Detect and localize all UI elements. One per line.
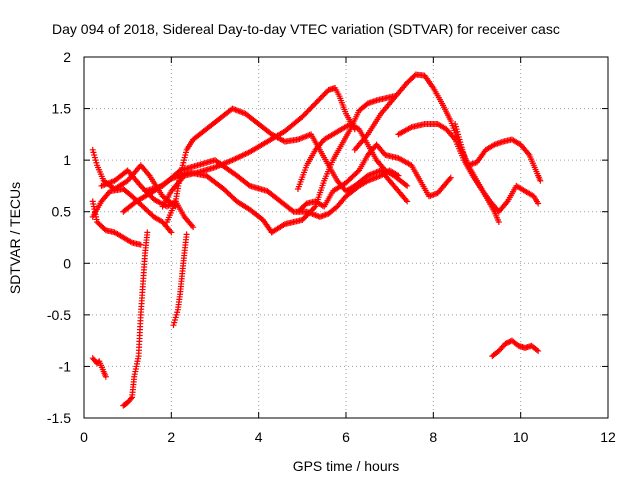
y-tick-label: 0 bbox=[63, 255, 71, 271]
data-point bbox=[537, 177, 544, 184]
x-tick-label: 4 bbox=[255, 429, 263, 445]
x-tick-labels: 0 2 4 6 8 10 12 bbox=[80, 429, 616, 445]
data-point bbox=[168, 229, 175, 236]
series-track-12 bbox=[268, 93, 398, 236]
data-point bbox=[300, 112, 307, 119]
data-point bbox=[402, 181, 409, 188]
x-tick-label: 10 bbox=[513, 429, 529, 445]
series-track-07 bbox=[170, 231, 190, 329]
y-tick-label: 0.5 bbox=[52, 204, 72, 220]
y-tick-label: 1 bbox=[63, 152, 71, 168]
data-point bbox=[303, 212, 310, 219]
data-point bbox=[299, 113, 306, 120]
data-point bbox=[317, 95, 324, 102]
series-track-04 bbox=[89, 198, 144, 248]
data-point bbox=[495, 219, 502, 226]
data-point bbox=[535, 347, 542, 354]
series-track-02 bbox=[89, 355, 109, 380]
x-tick-label: 8 bbox=[429, 429, 437, 445]
data-point bbox=[289, 207, 296, 214]
series-track-14 bbox=[294, 141, 454, 215]
data-point bbox=[183, 231, 190, 238]
data-point bbox=[321, 91, 328, 98]
x-tick-label: 6 bbox=[342, 429, 350, 445]
data-point bbox=[535, 200, 542, 207]
x-tick-label: 12 bbox=[600, 429, 616, 445]
data-point bbox=[533, 346, 540, 353]
data-point bbox=[301, 214, 308, 221]
series-track-17 bbox=[452, 121, 544, 184]
series-track-05 bbox=[120, 229, 151, 409]
chart-title: Day 094 of 2018, Sidereal Day-to-day VTE… bbox=[52, 21, 560, 37]
series-track-16 bbox=[395, 121, 542, 215]
series-track-18 bbox=[489, 337, 542, 360]
data-point bbox=[307, 105, 314, 112]
data-point bbox=[305, 210, 312, 217]
data-point bbox=[404, 198, 411, 205]
data-point bbox=[311, 101, 318, 108]
data-point bbox=[320, 92, 327, 99]
y-tick-label: -0.5 bbox=[47, 307, 71, 323]
data-point bbox=[318, 93, 325, 100]
data-point bbox=[411, 72, 418, 79]
data-point bbox=[303, 109, 310, 116]
data-point bbox=[322, 89, 329, 96]
data-point bbox=[309, 103, 316, 110]
data-point bbox=[354, 168, 361, 175]
data-point bbox=[447, 174, 454, 181]
x-axis-label: GPS time / hours bbox=[293, 458, 400, 474]
data-point bbox=[102, 373, 109, 380]
data-point bbox=[503, 340, 510, 347]
data-point bbox=[446, 175, 453, 182]
data-point bbox=[502, 340, 509, 347]
data-point bbox=[404, 182, 411, 189]
series-track-11 bbox=[159, 84, 358, 210]
data-point bbox=[137, 241, 144, 248]
data-point bbox=[137, 182, 144, 189]
data-point bbox=[305, 107, 312, 114]
data-point bbox=[309, 206, 316, 213]
series-track-03 bbox=[89, 186, 175, 236]
y-tick-label: 2 bbox=[63, 49, 71, 65]
series-track-08 bbox=[120, 169, 275, 236]
data-point bbox=[505, 339, 512, 346]
x-tick-label: 0 bbox=[80, 429, 88, 445]
y-tick-label: 1.5 bbox=[52, 101, 72, 117]
y-tick-label: -1 bbox=[59, 358, 72, 374]
axis-ticks bbox=[83, 56, 609, 419]
x-tick-label: 2 bbox=[167, 429, 175, 445]
data-point bbox=[144, 229, 151, 236]
data-point bbox=[315, 97, 322, 104]
data-point bbox=[316, 96, 323, 103]
data-point bbox=[308, 104, 315, 111]
y-tick-labels: -1.5 -1 -0.5 0 0.5 1 1.5 2 bbox=[47, 49, 71, 426]
data-point bbox=[312, 100, 319, 107]
data-point bbox=[311, 204, 318, 211]
y-tick-label: -1.5 bbox=[47, 410, 71, 426]
data-point bbox=[304, 211, 311, 218]
data-point bbox=[300, 215, 307, 222]
data-series bbox=[89, 71, 544, 409]
data-point bbox=[127, 395, 134, 402]
data-point bbox=[304, 108, 311, 115]
data-point bbox=[139, 184, 146, 191]
y-axis-label: SDTVAR / TECUs bbox=[7, 182, 23, 294]
data-point bbox=[307, 208, 314, 215]
data-point bbox=[313, 99, 320, 106]
data-point bbox=[299, 216, 306, 223]
data-point bbox=[190, 224, 197, 231]
data-point bbox=[301, 111, 308, 118]
data-point bbox=[308, 207, 315, 214]
